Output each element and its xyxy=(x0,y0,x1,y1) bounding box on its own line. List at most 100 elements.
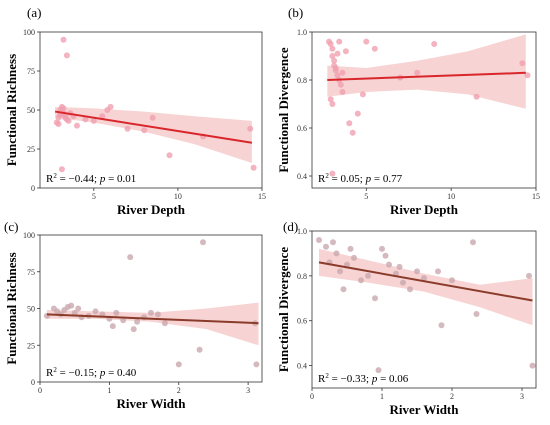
x-tick-label: 10 xyxy=(447,192,455,201)
x-tick-label: 2 xyxy=(450,392,454,401)
y-tick-label: 0.4 xyxy=(297,172,307,181)
data-point xyxy=(55,121,62,127)
data-point xyxy=(148,309,154,316)
x-tick-label: 10 xyxy=(174,192,182,201)
panel-label: (b) xyxy=(288,5,303,20)
stats-annotation: R2 = 0.05; p = 0.77 xyxy=(318,172,403,185)
y-tick-label: 0 xyxy=(31,184,35,193)
data-point xyxy=(316,237,322,243)
data-point xyxy=(92,308,99,315)
y-tick-label: 100 xyxy=(23,231,35,240)
x-tick-label: 15 xyxy=(532,192,540,201)
data-point xyxy=(134,318,141,325)
data-point xyxy=(107,103,114,110)
data-point xyxy=(438,322,445,329)
y-tick-label: 0.8 xyxy=(297,272,307,281)
data-point xyxy=(431,41,438,47)
x-tick-label: 2 xyxy=(177,386,181,395)
data-point xyxy=(354,110,361,117)
data-point xyxy=(337,268,343,275)
data-point xyxy=(336,38,343,45)
data-point xyxy=(71,309,78,316)
data-point xyxy=(349,129,356,136)
data-point xyxy=(113,309,120,316)
data-point xyxy=(166,152,173,159)
data-point xyxy=(75,305,82,312)
panel-c: (c) 0 1 2 3 0 25 50 75 100 River Width Functional R… xyxy=(4,219,263,411)
data-point xyxy=(358,277,364,284)
data-point xyxy=(141,127,148,134)
stats-annotation: R2 = −0.15; p = 0.40 xyxy=(46,366,137,379)
regression-line xyxy=(327,71,526,81)
data-point xyxy=(449,277,455,284)
y-tick-label: 0.4 xyxy=(297,362,307,371)
data-point xyxy=(473,93,480,100)
x-tick-label: 15 xyxy=(258,192,266,201)
plot-frame xyxy=(311,230,537,389)
x-tick-label: 5 xyxy=(364,192,368,201)
y-tick-label: 50 xyxy=(27,305,35,314)
stats-annotation: R2 = −0.44; p = 0.01 xyxy=(46,172,136,185)
data-point xyxy=(414,69,421,76)
data-point xyxy=(127,254,134,261)
data-point xyxy=(337,81,344,88)
y-tick-label: 75 xyxy=(27,67,35,76)
data-point xyxy=(329,45,336,52)
data-point xyxy=(375,367,382,374)
data-point xyxy=(344,261,350,268)
x-tick-label: 0 xyxy=(38,386,42,395)
data-point xyxy=(371,45,378,52)
x-tick-label: 0 xyxy=(310,392,314,401)
regression-line xyxy=(46,313,259,325)
data-point xyxy=(58,166,65,173)
y-tick-label: 1.0 xyxy=(297,227,307,236)
x-axis-label: River Width xyxy=(390,402,460,417)
data-point xyxy=(120,317,127,324)
data-point xyxy=(323,243,329,250)
data-point xyxy=(339,89,346,95)
x-axis-label: River Depth xyxy=(117,202,186,217)
x-tick-label: 1 xyxy=(107,386,111,395)
y-tick-label: 1.0 xyxy=(297,28,307,37)
data-point xyxy=(347,245,354,252)
data-point xyxy=(331,57,338,64)
data-point xyxy=(332,67,339,74)
data-point xyxy=(329,170,336,177)
data-point xyxy=(154,311,161,318)
data-point xyxy=(330,239,336,246)
data-point xyxy=(414,268,420,275)
data-point xyxy=(175,361,182,368)
data-point xyxy=(90,117,97,124)
y-tick-label: 50 xyxy=(27,106,35,115)
stats-annotation: R2 = −0.33; p = 0.06 xyxy=(318,372,409,385)
data-point xyxy=(161,320,168,327)
panel-label: (d) xyxy=(283,219,298,234)
y-tick-label: 0.6 xyxy=(297,317,307,326)
data-point xyxy=(124,125,131,132)
y-tick-label: 0.8 xyxy=(297,76,307,85)
data-point xyxy=(327,41,334,47)
data-point xyxy=(363,38,370,45)
data-point xyxy=(60,36,67,43)
data-point xyxy=(82,116,89,123)
confidence-band xyxy=(327,34,526,109)
data-point xyxy=(379,245,385,252)
panel-label: (c) xyxy=(4,219,18,234)
data-point xyxy=(382,252,389,259)
x-tick-label: 3 xyxy=(246,386,250,395)
data-point xyxy=(473,311,480,317)
y-tick-label: 0 xyxy=(31,378,35,387)
regression-line xyxy=(318,261,533,302)
data-point xyxy=(519,60,526,67)
data-point xyxy=(247,125,254,132)
y-axis-label: Functional Richness xyxy=(4,252,19,364)
confidence-band xyxy=(55,106,252,163)
x-tick-label: 5 xyxy=(92,192,96,201)
data-point xyxy=(372,295,378,302)
y-tick-label: 100 xyxy=(23,28,35,37)
data-point xyxy=(63,52,70,59)
data-point xyxy=(68,302,75,309)
y-axis-label: Functional Divergence xyxy=(276,247,291,373)
y-tick-label: 25 xyxy=(27,341,35,350)
data-point xyxy=(327,96,334,103)
